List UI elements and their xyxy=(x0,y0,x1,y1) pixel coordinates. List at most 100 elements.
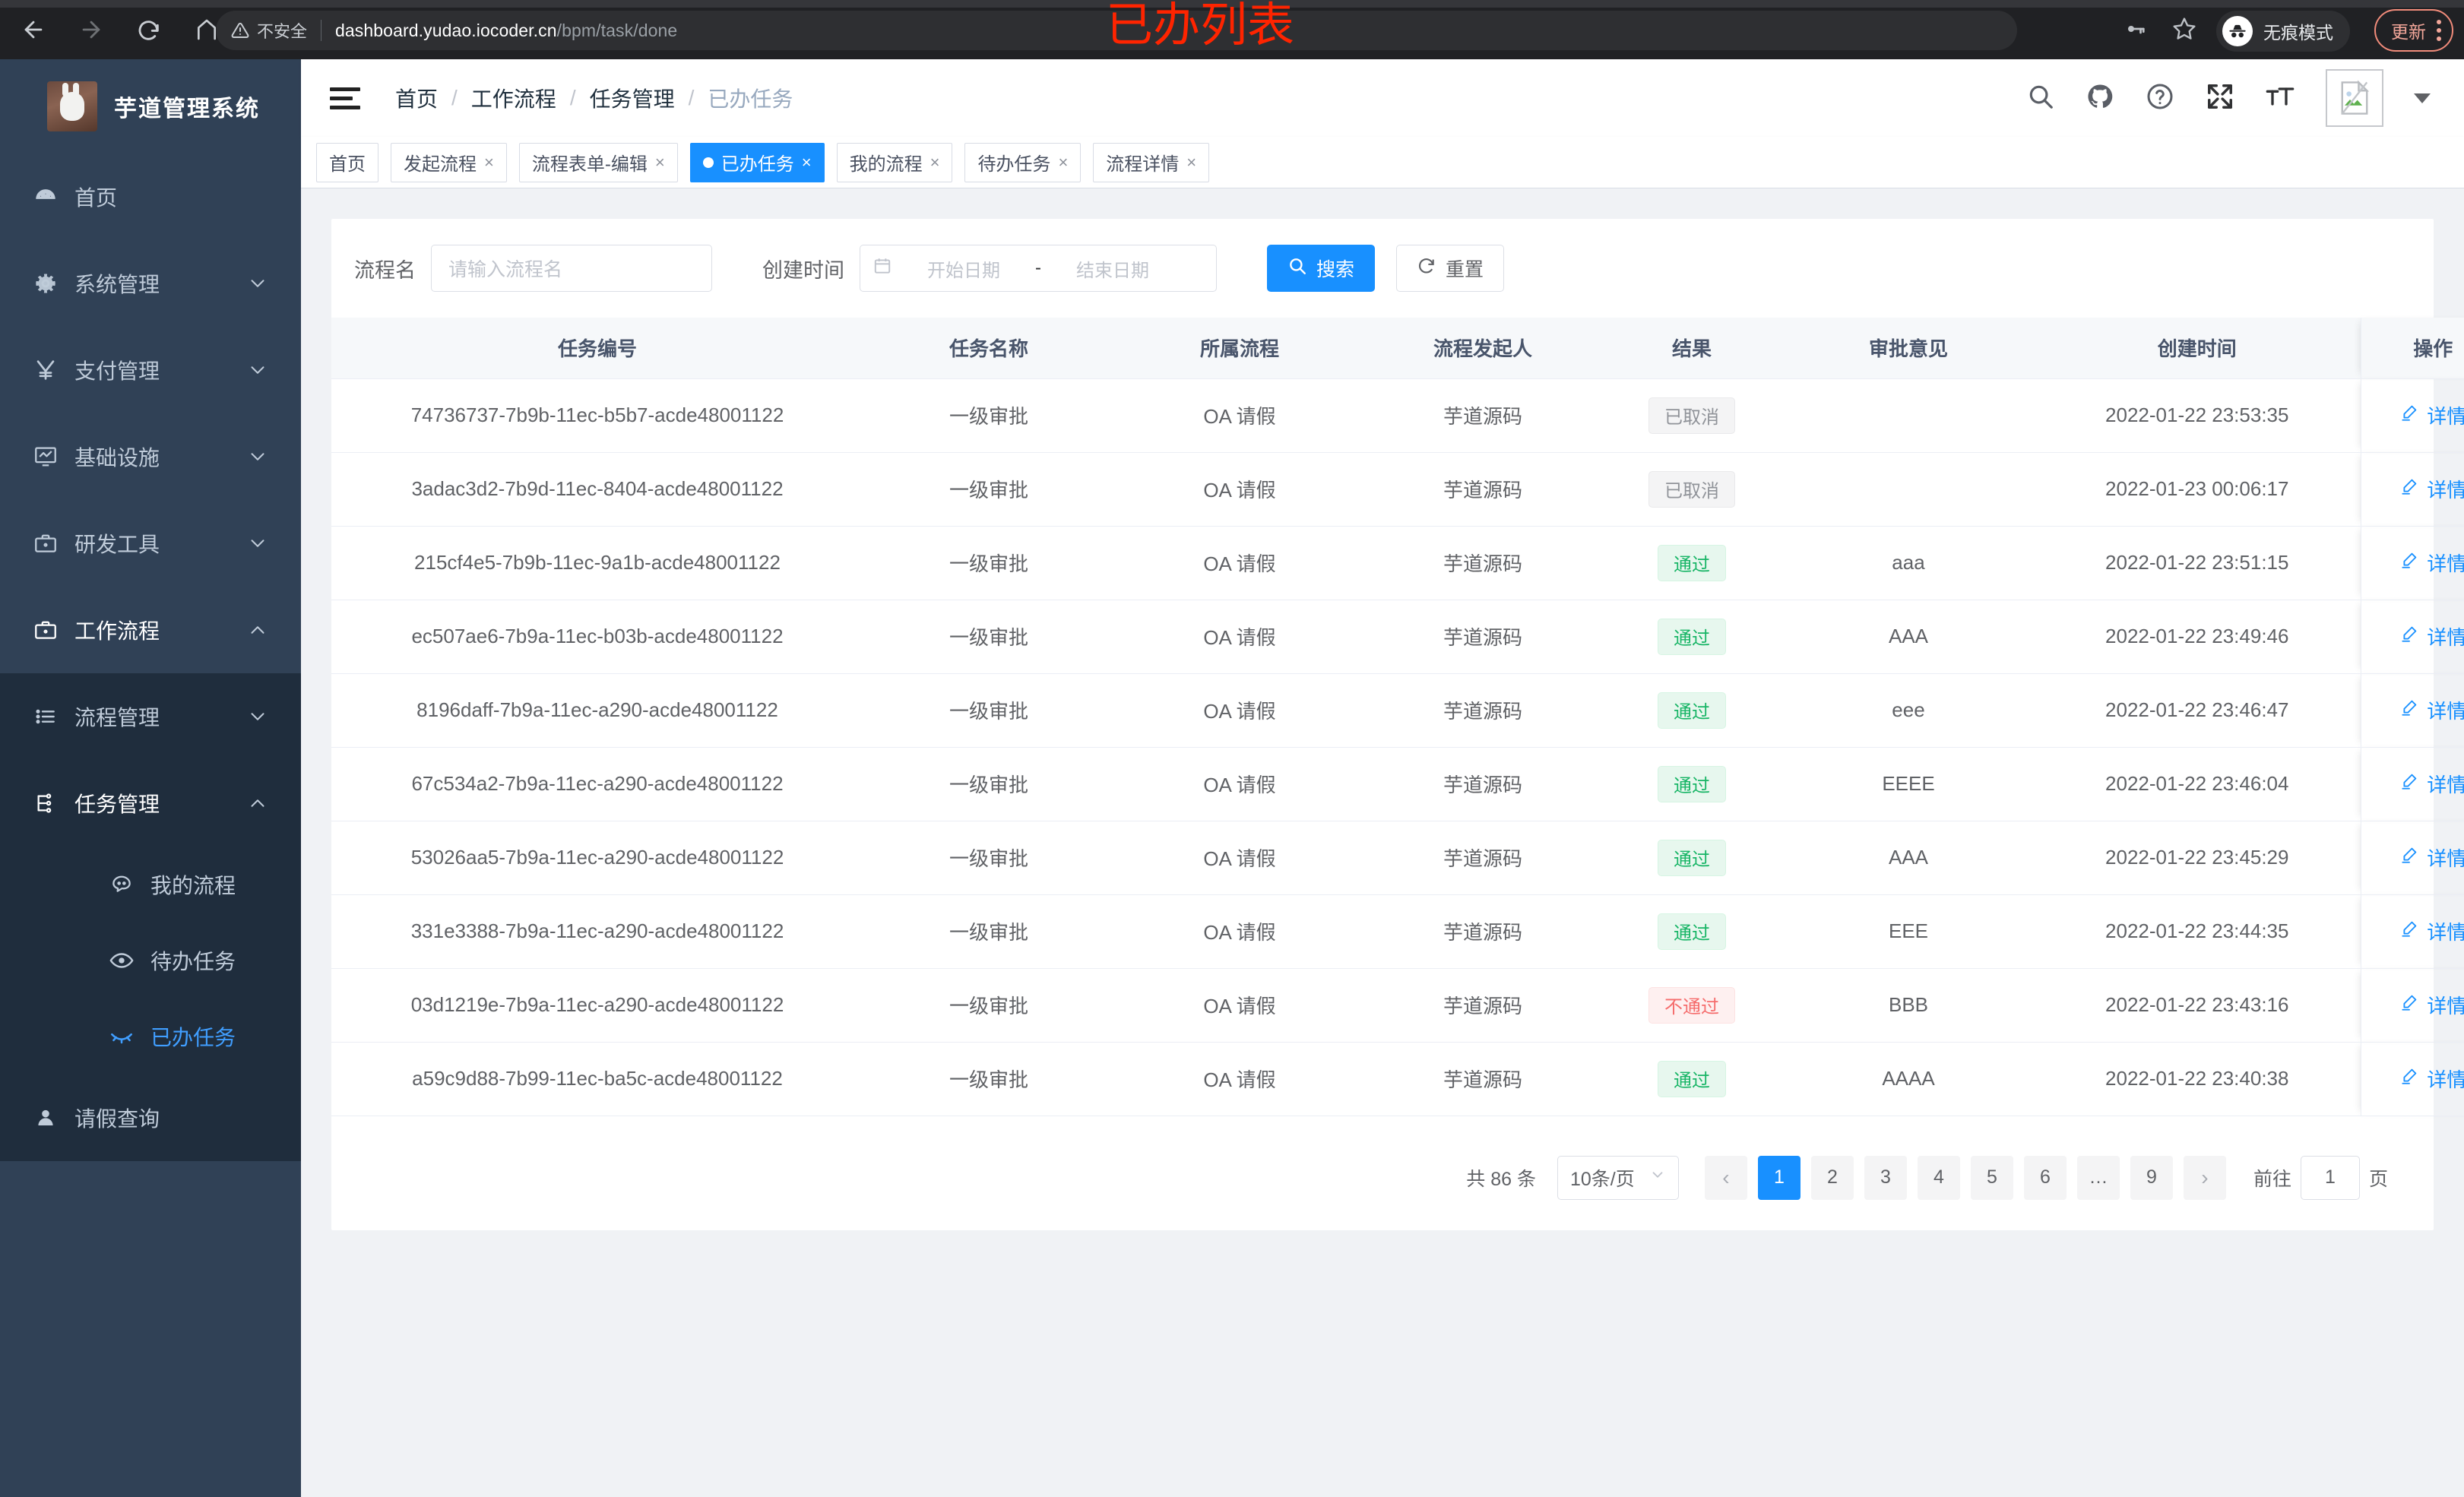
pagination-prev[interactable]: ‹ xyxy=(1704,1155,1747,1200)
pagination-page-5[interactable]: 5 xyxy=(1970,1155,2013,1200)
table-row[interactable]: 74736737-7b9b-11ec-b5b7-acde48001122 一级审批… xyxy=(331,378,2464,453)
pagination-ellipsis[interactable]: … xyxy=(2076,1155,2120,1200)
breadcrumb-item-task[interactable]: 任务管理 xyxy=(589,87,675,111)
tab-start-process[interactable]: 发起流程 × xyxy=(391,142,507,182)
breadcrumb-item-home[interactable]: 首页 xyxy=(395,87,439,111)
detail-button[interactable]: 详情 xyxy=(2399,770,2464,798)
search-icon[interactable] xyxy=(2026,82,2055,115)
home-icon[interactable] xyxy=(187,10,226,49)
jump-page-input[interactable]: 1 xyxy=(2300,1155,2360,1200)
cell-result: 通过 xyxy=(1601,673,1783,748)
sidebar-item-process-manage[interactable]: 流程管理 xyxy=(0,673,301,760)
avatar[interactable] xyxy=(2326,69,2383,127)
update-button[interactable]: 更新 xyxy=(2374,9,2453,52)
range-separator: - xyxy=(1035,258,1041,278)
sidebar-item-system[interactable]: 系统管理 xyxy=(0,240,301,327)
sidebar-item-workflow[interactable]: 工作流程 xyxy=(0,587,301,673)
pagination-page-4[interactable]: 4 xyxy=(1917,1155,1960,1200)
cell-result: 不通过 xyxy=(1601,968,1783,1043)
close-icon[interactable]: × xyxy=(1058,152,1069,172)
table-row[interactable]: 67c534a2-7b9a-11ec-a290-acde48001122 一级审批… xyxy=(331,747,2464,821)
table-row[interactable]: 331e3388-7b9a-11ec-a290-acde48001122 一级审批… xyxy=(331,894,2464,969)
sidebar-item-home[interactable]: 首页 xyxy=(0,153,301,240)
detail-button[interactable]: 详情 xyxy=(2399,475,2464,503)
detail-button[interactable]: 详情 xyxy=(2399,1065,2464,1093)
back-icon[interactable] xyxy=(14,10,53,49)
detail-button[interactable]: 详情 xyxy=(2399,917,2464,945)
table-row[interactable]: 3adac3d2-7b9d-11ec-8404-acde48001122 一级审批… xyxy=(331,452,2464,527)
sidebar-item-payment[interactable]: 支付管理 xyxy=(0,327,301,413)
sidebar-toggle-icon[interactable] xyxy=(330,87,365,109)
sidebar-item-devtools[interactable]: 研发工具 xyxy=(0,500,301,587)
breadcrumb-item-workflow[interactable]: 工作流程 xyxy=(470,87,556,111)
pagination-page-3[interactable]: 3 xyxy=(1864,1155,1907,1200)
fullscreen-icon[interactable] xyxy=(2206,82,2234,115)
security-indicator[interactable]: 不安全 xyxy=(231,18,307,43)
close-icon[interactable]: × xyxy=(1186,152,1197,172)
chevron-down-icon xyxy=(246,445,269,468)
tab-my-process[interactable]: 我的流程 × xyxy=(836,142,953,182)
sidebar-label-todo-task: 待办任务 xyxy=(150,950,236,973)
reload-icon[interactable] xyxy=(129,10,169,49)
cell-process: OA 请假 xyxy=(1114,1042,1365,1116)
sidebar-item-done-task[interactable]: 已办任务 xyxy=(0,999,301,1074)
font-size-icon[interactable] xyxy=(2265,81,2295,116)
table-row[interactable]: 53026aa5-7b9a-11ec-a290-acde48001122 一级审批… xyxy=(331,821,2464,895)
detail-button[interactable]: 详情 xyxy=(2399,991,2464,1019)
chrome-menu-icon[interactable] xyxy=(2437,20,2441,41)
detail-button[interactable]: 详情 xyxy=(2399,401,2464,429)
detail-button[interactable]: 详情 xyxy=(2399,696,2464,724)
detail-button[interactable]: 详情 xyxy=(2399,622,2464,650)
breadcrumb-separator: / xyxy=(451,86,458,109)
process-name-input[interactable]: 请输入流程名 xyxy=(431,245,712,292)
cell-action: 详情 xyxy=(2360,526,2464,600)
tab-process-detail[interactable]: 流程详情 × xyxy=(1093,142,1210,182)
sidebar-item-todo-task[interactable]: 待办任务 xyxy=(0,923,301,999)
process-name-placeholder: 请输入流程名 xyxy=(448,259,563,280)
tab-process-form-edit[interactable]: 流程表单-编辑 × xyxy=(518,142,678,182)
sidebar-item-task-manage[interactable]: 任务管理 xyxy=(0,760,301,847)
reset-button[interactable]: 重置 xyxy=(1396,245,1505,292)
close-icon[interactable]: × xyxy=(801,152,812,172)
table-row[interactable]: 215cf4e5-7b9b-11ec-9a1b-acde48001122 一级审批… xyxy=(331,526,2464,600)
jump-prefix-label: 前往 xyxy=(2253,1168,2291,1190)
password-key-icon[interactable] xyxy=(2124,17,2146,44)
create-time-range-picker[interactable]: 开始日期 - 结束日期 xyxy=(860,245,1217,292)
github-icon[interactable] xyxy=(2086,82,2114,115)
pagination-page-6[interactable]: 6 xyxy=(2023,1155,2067,1200)
status-badge: 通过 xyxy=(1658,544,1726,581)
tab-todo-task[interactable]: 待办任务 × xyxy=(964,142,1082,182)
pagination-page-2[interactable]: 2 xyxy=(1810,1155,1854,1200)
sidebar-item-infrastructure[interactable]: 基础设施 xyxy=(0,413,301,500)
incognito-indicator[interactable]: 无痕模式 xyxy=(2216,11,2350,52)
sidebar-item-my-process[interactable]: 我的流程 xyxy=(0,847,301,923)
help-icon[interactable] xyxy=(2145,81,2175,116)
brand[interactable]: 芋道管理系统 xyxy=(0,59,301,153)
address-bar[interactable]: 不安全 dashboard.yudao.iocoder.cn/bpm/task/… xyxy=(216,11,2017,50)
detail-button[interactable]: 详情 xyxy=(2399,549,2464,577)
chevron-down-icon xyxy=(246,705,269,728)
page-size-value: 10条/页 xyxy=(1569,1168,1635,1190)
chevron-down-icon[interactable] xyxy=(2414,93,2431,103)
search-button[interactable]: 搜索 xyxy=(1267,245,1376,292)
table-row[interactable]: 8196daff-7b9a-11ec-a290-acde48001122 一级审批… xyxy=(331,673,2464,748)
table-row[interactable]: a59c9d88-7b99-11ec-ba5c-acde48001122 一级审批… xyxy=(331,1042,2464,1116)
table-row[interactable]: ec507ae6-7b9a-11ec-b03b-acde48001122 一级审批… xyxy=(331,600,2464,674)
close-icon[interactable]: × xyxy=(654,152,665,172)
cell-process: OA 请假 xyxy=(1114,968,1365,1043)
detail-button[interactable]: 详情 xyxy=(2399,843,2464,872)
close-icon[interactable]: × xyxy=(930,152,940,172)
topbar-actions xyxy=(2026,69,2464,127)
sidebar-label-task-manage: 任务管理 xyxy=(74,793,160,816)
page-size-select[interactable]: 10条/页 xyxy=(1557,1155,1679,1200)
bookmark-star-icon[interactable] xyxy=(2172,17,2196,45)
table-row[interactable]: 03d1219e-7b9a-11ec-a290-acde48001122 一级审批… xyxy=(331,968,2464,1043)
pagination-page-9[interactable]: 9 xyxy=(2130,1155,2173,1200)
tab-home[interactable]: 首页 xyxy=(316,142,378,182)
forward-icon[interactable] xyxy=(71,10,111,49)
close-icon[interactable]: × xyxy=(484,152,494,172)
pagination-page-1[interactable]: 1 xyxy=(1757,1155,1800,1200)
sidebar-item-leave-query[interactable]: 请假查询 xyxy=(0,1074,301,1161)
pagination-next[interactable]: › xyxy=(2183,1155,2226,1200)
tab-done-task[interactable]: 已办任务 × xyxy=(689,142,825,182)
